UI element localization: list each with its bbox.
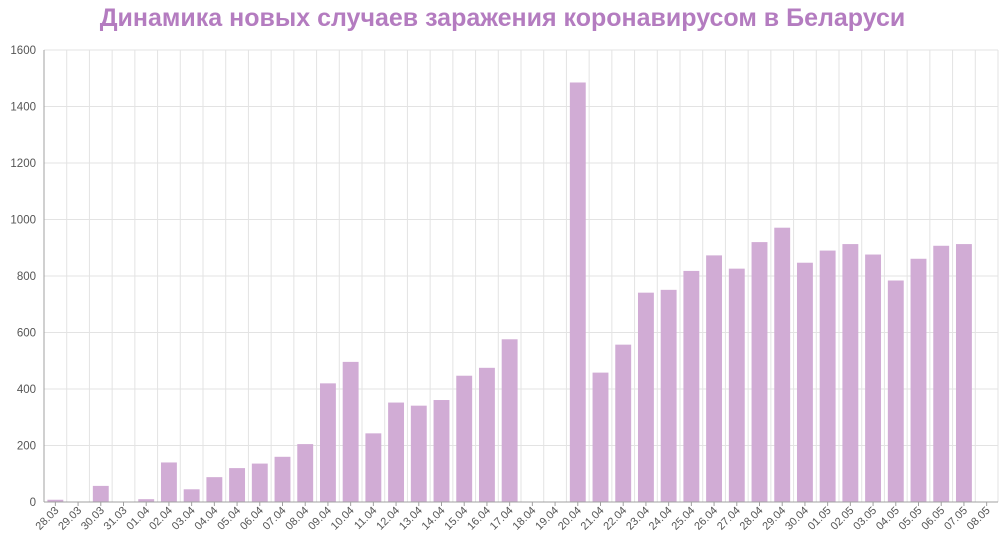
bar-30.03 — [92, 485, 109, 502]
bar-11.04 — [365, 433, 382, 502]
x-tick-label: 12.04 — [374, 505, 402, 533]
bar-07.04 — [274, 456, 291, 502]
x-tick-label: 08.05 — [965, 505, 993, 533]
y-tick-label: 400 — [17, 384, 36, 396]
y-axis-tick-labels: 0 200 400 600 800 1000 1200 1400 1600 — [10, 45, 36, 509]
x-tick-label: 01.05 — [806, 505, 834, 533]
bar-14.04 — [433, 400, 450, 502]
x-tick-label: 01.04 — [124, 505, 152, 533]
x-tick-label: 29.04 — [760, 505, 788, 533]
x-tick-label: 28.03 — [34, 505, 62, 533]
bars — [47, 82, 972, 503]
bar-01.04 — [138, 499, 155, 502]
x-tick-label: 02.05 — [829, 505, 857, 533]
x-tick-label: 29.03 — [56, 505, 84, 533]
bar-01.05 — [819, 250, 836, 502]
bar-16.04 — [478, 367, 495, 502]
bar-17.04 — [501, 339, 518, 502]
bar-13.04 — [410, 405, 427, 502]
bar-21.04 — [592, 372, 609, 502]
bar-28.04 — [751, 242, 768, 502]
x-tick-label: 24.04 — [647, 505, 675, 533]
bar-25.04 — [683, 270, 700, 502]
bar-29.04 — [774, 227, 791, 502]
bar-09.04 — [319, 383, 336, 502]
bar-22.04 — [615, 344, 632, 502]
x-tick-label: 07.05 — [942, 505, 970, 533]
bar-24.04 — [660, 289, 677, 502]
bar-28.03 — [47, 499, 64, 502]
x-tick-label: 30.04 — [783, 505, 811, 533]
x-tick-label: 13.04 — [397, 505, 425, 533]
x-tick-label: 22.04 — [601, 505, 629, 533]
x-tick-label: 04.05 — [874, 505, 902, 533]
x-tick-label: 28.04 — [738, 505, 766, 533]
bar-23.04 — [637, 292, 654, 502]
y-tick-label: 200 — [17, 441, 36, 453]
x-tick-label: 17.04 — [488, 505, 516, 533]
y-tick-label: 600 — [17, 328, 36, 340]
axes — [43, 50, 998, 506]
x-tick-label: 16.04 — [465, 505, 493, 533]
x-tick-label: 06.04 — [238, 505, 266, 533]
bar-02.05 — [842, 244, 859, 502]
y-tick-label: 1000 — [10, 215, 36, 227]
bar-27.04 — [728, 268, 745, 502]
x-tick-label: 18.04 — [511, 505, 539, 533]
x-tick-label: 27.04 — [715, 505, 743, 533]
bar-26.04 — [706, 255, 723, 502]
x-tick-label: 10.04 — [329, 505, 357, 533]
y-tick-label: 1200 — [10, 158, 36, 170]
x-tick-label: 26.04 — [692, 505, 720, 533]
bar-03.04 — [183, 489, 200, 502]
bar-07.05 — [955, 244, 972, 502]
y-tick-label: 0 — [30, 497, 36, 509]
bar-06.04 — [251, 463, 268, 502]
bar-02.04 — [160, 462, 177, 502]
bar-04.04 — [206, 477, 223, 502]
x-tick-label: 05.05 — [897, 505, 925, 533]
x-tick-label: 15.04 — [442, 505, 470, 533]
bar-12.04 — [388, 402, 405, 502]
y-tick-label: 1600 — [10, 45, 36, 57]
bar-04.05 — [887, 280, 904, 502]
x-tick-label: 19.04 — [533, 505, 561, 533]
x-tick-label: 03.04 — [170, 505, 198, 533]
y-tick-label: 1400 — [10, 102, 36, 114]
bar-03.05 — [865, 254, 882, 502]
bar-05.04 — [229, 468, 246, 502]
bar-05.05 — [910, 258, 927, 502]
x-tick-label: 08.04 — [283, 505, 311, 533]
x-tick-label: 02.04 — [147, 505, 175, 533]
chart-title: Динамика новых случаев заражения коронав… — [99, 4, 906, 32]
x-tick-label: 31.03 — [102, 505, 130, 533]
x-tick-label: 09.04 — [306, 505, 334, 533]
x-tick-label: 20.04 — [556, 505, 584, 533]
x-tick-label: 05.04 — [215, 505, 243, 533]
x-tick-label: 11.04 — [352, 505, 379, 532]
bar-08.04 — [297, 444, 314, 502]
x-tick-label: 06.05 — [919, 505, 947, 533]
bar-20.04 — [569, 82, 586, 503]
x-tick-label: 25.04 — [670, 505, 698, 533]
x-tick-label: 07.04 — [261, 505, 289, 533]
x-tick-label: 03.05 — [851, 505, 879, 533]
x-axis-tick-labels: 28.0329.0330.0331.0301.0402.0403.0404.04… — [34, 505, 993, 533]
bar-15.04 — [456, 375, 473, 502]
y-tick-label: 800 — [17, 271, 36, 283]
x-tick-label: 14.04 — [420, 505, 448, 533]
x-tick-label: 21.04 — [579, 505, 607, 533]
x-tick-label: 30.03 — [79, 505, 107, 533]
x-tick-label: 23.04 — [624, 505, 652, 533]
bar-06.05 — [933, 245, 950, 502]
bar-30.04 — [796, 262, 813, 502]
x-tick-label: 04.04 — [193, 505, 221, 533]
bar-10.04 — [342, 361, 359, 502]
